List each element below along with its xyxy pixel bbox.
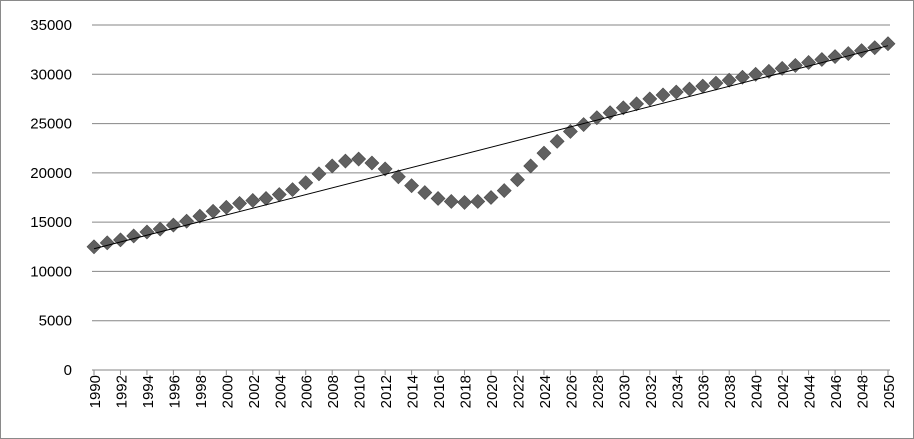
- x-tick-label: 2022: [510, 375, 527, 408]
- data-point: [351, 151, 367, 167]
- data-point: [192, 208, 208, 224]
- data-point: [483, 190, 499, 205]
- data-point: [735, 69, 750, 85]
- data-point: [536, 145, 552, 161]
- x-tick-label: 2020: [484, 375, 501, 408]
- data-point: [86, 239, 102, 255]
- data-point: [721, 72, 737, 88]
- data-point: [417, 185, 433, 200]
- x-tick-label: 2016: [431, 375, 448, 408]
- data-point: [642, 91, 658, 107]
- data-point: [165, 217, 181, 233]
- x-tick-label: 2002: [246, 375, 263, 408]
- data-point: [814, 52, 830, 67]
- data-point: [390, 169, 406, 185]
- x-tick-label: 2030: [616, 375, 633, 408]
- data-point: [338, 153, 353, 169]
- data-point: [298, 175, 314, 191]
- data-point: [880, 36, 896, 52]
- data-point: [311, 166, 327, 182]
- x-tick-label: 2024: [537, 375, 554, 408]
- x-tick-label: 2028: [590, 375, 607, 408]
- x-tick-label: 2000: [219, 375, 236, 408]
- x-tick-label: 2026: [563, 375, 580, 408]
- data-point: [285, 182, 300, 198]
- data-point: [218, 199, 234, 215]
- data-point: [629, 96, 644, 112]
- x-tick-label: 2014: [405, 375, 422, 408]
- x-tick-label: 1998: [193, 375, 210, 408]
- data-point: [510, 172, 525, 188]
- data-point: [615, 100, 631, 116]
- data-point: [748, 66, 764, 82]
- data-point: [867, 40, 883, 56]
- data-point: [430, 191, 446, 206]
- y-tick-label: 0: [64, 362, 72, 379]
- y-tick-label: 30000: [30, 66, 72, 83]
- x-tick-label: 2038: [722, 375, 739, 408]
- data-point: [139, 224, 155, 240]
- data-point: [496, 183, 512, 199]
- x-tick-label: 1994: [140, 375, 157, 408]
- x-tick-label: 2006: [299, 375, 316, 408]
- x-tick-label: 1990: [87, 375, 104, 408]
- y-tick-label: 10000: [30, 263, 72, 280]
- x-tick-label: 2046: [828, 375, 845, 408]
- data-point: [232, 195, 247, 211]
- x-tick-label: 2008: [325, 375, 342, 408]
- x-tick-label: 2036: [696, 375, 713, 408]
- x-tick-label: 1996: [166, 375, 183, 408]
- y-tick-label: 25000: [30, 116, 72, 133]
- data-point: [801, 55, 817, 70]
- data-point: [457, 195, 472, 210]
- x-tick-label: 2018: [458, 375, 475, 408]
- y-tick-label: 35000: [30, 17, 72, 34]
- y-tick-label: 15000: [30, 214, 72, 231]
- data-point: [470, 194, 486, 209]
- data-point: [404, 178, 420, 194]
- x-tick-label: 2050: [881, 375, 898, 408]
- x-tick-label: 2034: [669, 375, 686, 408]
- data-point: [549, 133, 565, 149]
- x-tick-label: 2042: [775, 375, 792, 408]
- x-tick-label: 2010: [352, 375, 369, 408]
- data-point: [377, 161, 393, 177]
- trendline: [93, 45, 889, 250]
- x-tick-label: 2004: [272, 375, 289, 408]
- y-tick-label: 5000: [39, 313, 72, 330]
- data-point: [245, 193, 261, 208]
- data-point: [668, 84, 684, 100]
- x-tick-label: 2012: [378, 375, 395, 408]
- data-point: [443, 194, 459, 209]
- data-point: [258, 191, 274, 206]
- data-point: [364, 155, 380, 171]
- y-tick-label: 20000: [30, 165, 72, 182]
- x-tick-label: 2040: [749, 375, 766, 408]
- data-point: [523, 158, 539, 174]
- x-tick-label: 1992: [113, 375, 130, 408]
- data-point: [324, 158, 340, 174]
- x-tick-label: 2032: [643, 375, 660, 408]
- x-tick-label: 2044: [802, 375, 819, 408]
- data-point: [655, 87, 671, 103]
- x-tick-label: 2048: [855, 375, 872, 408]
- data-point: [854, 43, 869, 59]
